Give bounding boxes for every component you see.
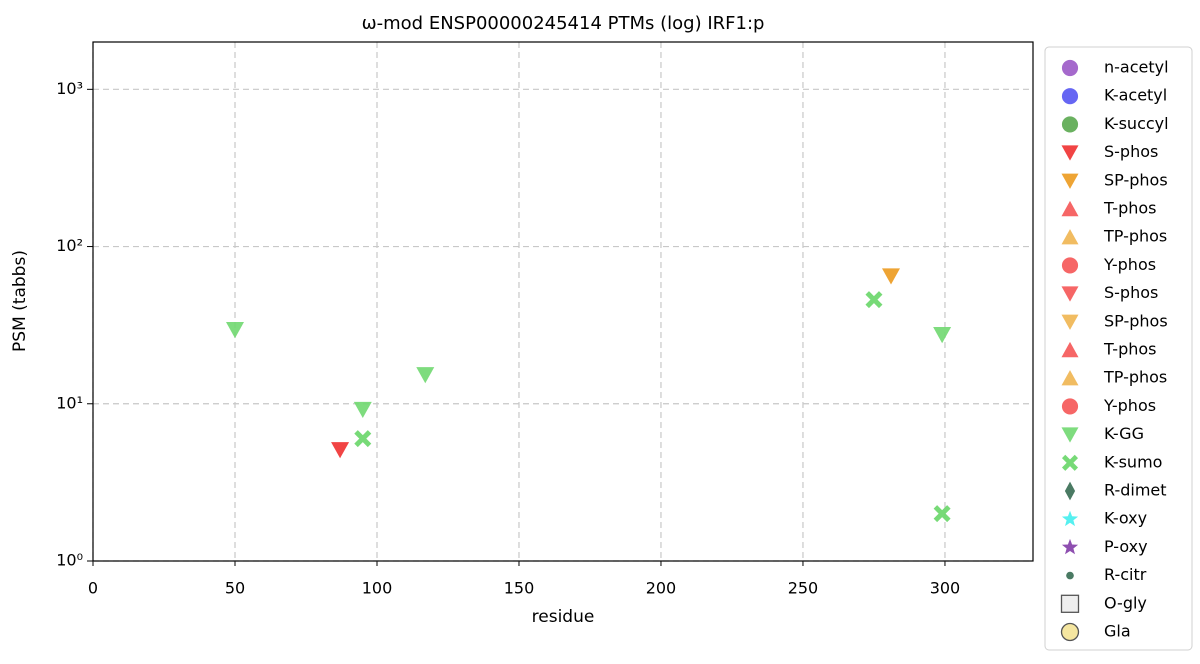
chart-title: ω-mod ENSP00000245414 PTMs (log) IRF1:p bbox=[362, 13, 765, 34]
legend-marker bbox=[1061, 427, 1079, 443]
legend-label: K-sumo bbox=[1104, 452, 1162, 471]
point bbox=[933, 505, 951, 523]
point bbox=[225, 322, 244, 339]
legend-marker bbox=[1061, 538, 1079, 555]
legend-marker bbox=[1061, 145, 1079, 161]
legend-label: P-oxy bbox=[1104, 537, 1148, 556]
legend-marker bbox=[1061, 200, 1079, 217]
x-tick-label: 200 bbox=[646, 579, 677, 598]
legend-label: R-dimet bbox=[1104, 481, 1167, 500]
point bbox=[882, 268, 901, 285]
legend-marker bbox=[1061, 370, 1079, 386]
legend-marker bbox=[1061, 116, 1079, 133]
legend-label: Y-phos bbox=[1103, 396, 1156, 415]
legend-label: K-GG bbox=[1104, 424, 1144, 443]
legend-label: Y-phos bbox=[1103, 255, 1156, 274]
legend-marker bbox=[1061, 286, 1079, 302]
x-tick-label: 300 bbox=[930, 579, 961, 598]
x-tick-label: 250 bbox=[788, 579, 819, 598]
point bbox=[416, 367, 435, 384]
legend-label: n-acetyl bbox=[1104, 58, 1169, 77]
x-tick-label: 100 bbox=[362, 579, 393, 598]
legend-marker bbox=[1060, 594, 1080, 613]
point bbox=[331, 442, 350, 459]
legend-marker bbox=[1066, 571, 1074, 580]
x-tick-label: 150 bbox=[504, 579, 535, 598]
legend-marker bbox=[1061, 510, 1079, 527]
x-tick-label: 0 bbox=[88, 579, 98, 598]
grid bbox=[87, 42, 1033, 566]
point bbox=[933, 327, 952, 344]
x-axis-label: residue bbox=[532, 607, 595, 627]
points bbox=[225, 268, 952, 523]
legend-marker bbox=[1061, 341, 1079, 358]
legend-marker bbox=[1064, 481, 1076, 501]
legend-label: SP-phos bbox=[1104, 311, 1168, 330]
legend-label: Gla bbox=[1104, 622, 1131, 641]
legend-label: O-gly bbox=[1104, 593, 1147, 612]
x-tick-label: 50 bbox=[225, 579, 245, 598]
legend-marker bbox=[1060, 622, 1080, 642]
point bbox=[865, 291, 883, 309]
legend-label: R-citr bbox=[1104, 565, 1147, 584]
legend-label: TP-phos bbox=[1103, 368, 1167, 387]
y-tick-label: 10² bbox=[56, 236, 83, 255]
plot-frame bbox=[92, 41, 1034, 562]
legend-label: S-phos bbox=[1104, 283, 1158, 302]
legend-label: SP-phos bbox=[1104, 170, 1168, 189]
legend-marker bbox=[1061, 398, 1079, 415]
legend-label: TP-phos bbox=[1103, 227, 1167, 246]
legend-marker bbox=[1061, 88, 1079, 105]
legend-marker bbox=[1061, 59, 1079, 77]
legend-label: K-succyl bbox=[1104, 114, 1169, 133]
legend-label: T-phos bbox=[1103, 340, 1157, 359]
point bbox=[353, 401, 372, 419]
legend-marker bbox=[1061, 257, 1079, 274]
legend-marker bbox=[1061, 229, 1079, 245]
legend-label: K-acetyl bbox=[1104, 86, 1167, 105]
y-tick-label: 10⁰ bbox=[56, 551, 83, 570]
legend bbox=[1044, 46, 1193, 651]
y-tick-label: 10³ bbox=[56, 79, 83, 98]
y-tick-label: 10¹ bbox=[56, 393, 83, 412]
y-axis-label: PSM (tabbs) bbox=[10, 250, 30, 352]
legend-marker bbox=[1061, 173, 1079, 189]
legend-label: K-oxy bbox=[1104, 509, 1147, 528]
point bbox=[354, 430, 372, 448]
legend-label: S-phos bbox=[1104, 142, 1158, 161]
legend-items: n-acetyl K-acetyl K-succyl S-phos SP-phos T-p… bbox=[1060, 58, 1169, 642]
legend-label: T-phos bbox=[1103, 199, 1157, 218]
legend-marker bbox=[1061, 454, 1079, 471]
legend-marker bbox=[1061, 314, 1079, 330]
